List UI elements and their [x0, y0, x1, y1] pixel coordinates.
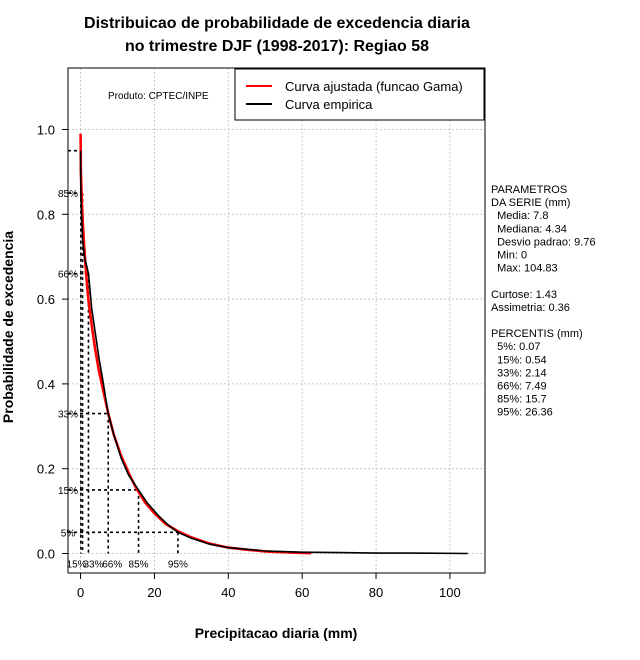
x-tick-label: 40: [221, 585, 235, 600]
x-percentile-label: 66%: [102, 559, 122, 570]
y-tick-label: 0.2: [37, 462, 55, 477]
legend-label-empirical: Curva empirica: [285, 97, 373, 112]
x-tick-label: 60: [295, 585, 309, 600]
side-panel-line: 66%: 7.49: [491, 381, 547, 393]
x-percentile-label: 33%: [83, 559, 103, 570]
gridlines: [68, 68, 485, 573]
empirical-curve: [79, 150, 468, 555]
x-percentile-label: 95%: [168, 559, 188, 570]
y-tick-label: 0.0: [37, 546, 55, 561]
legend-label-fitted: Curva ajustada (funcao Gama): [285, 79, 463, 94]
axis-ticks: 0 20 40 60 80 100 0.0 0.2 0.4 0.6 0.8 1.0: [37, 122, 461, 600]
legend: Curva ajustada (funcao Gama) Curva empir…: [234, 68, 485, 121]
product-note: Produto: CPTEC/INPE: [108, 91, 209, 102]
fitted-gamma-curve: [79, 133, 312, 555]
chart-title-line-1: Distribuicao de probabilidade de exceden…: [84, 15, 470, 32]
series-lines: [79, 133, 468, 555]
side-panel-line: PERCENTIS (mm): [491, 328, 583, 340]
percentile-marker-lines: [68, 149, 179, 554]
side-panel-line: Desvio padrao: 9.76: [491, 236, 596, 248]
side-panel-line: Media: 7.8: [491, 210, 548, 222]
legend-box: [234, 68, 485, 121]
chart-title: Distribuicao de probabilidade de exceden…: [84, 15, 470, 55]
x-percentile-label: 15%: [67, 559, 87, 570]
x-tick-label: 0: [77, 585, 84, 600]
side-panel-line: Min: 0: [491, 250, 527, 262]
side-panel-line: Curtose: 1.43: [491, 289, 557, 301]
percentile-marker-labels: 85%66%33%15%5%15%33%66% 85% 95%: [58, 189, 188, 570]
side-panel-line: 85%: 15.7: [491, 394, 547, 406]
y-tick-label: 0.8: [37, 207, 55, 222]
side-panel-line: Mediana: 4.34: [491, 223, 567, 235]
x-tick-label: 100: [439, 585, 461, 600]
x-tick-label: 20: [147, 585, 161, 600]
side-panel-line: PARAMETROS: [491, 184, 567, 196]
x-tick-label: 80: [369, 585, 383, 600]
x-axis-title: Precipitacao diaria (mm): [195, 625, 358, 641]
y-tick-label: 1.0: [37, 122, 55, 137]
side-panel-line: 95%: 26.36: [491, 407, 553, 419]
side-panel-line: 15%: 0.54: [491, 354, 547, 366]
plot-frame: [67, 67, 486, 574]
side-panel-line: Max: 104.83: [491, 263, 558, 275]
side-panel-line: DA SERIE (mm): [491, 197, 570, 209]
y-tick-label: 0.4: [37, 377, 55, 392]
side-panel-line: 5%: 0.07: [491, 341, 541, 353]
side-panel-line: 33%: 2.14: [491, 367, 547, 379]
x-percentile-label: 85%: [129, 559, 149, 570]
side-panel-line: Assimetria: 0.36: [491, 302, 570, 314]
chart-title-line-2: no trimestre DJF (1998-2017): Regiao 58: [125, 38, 429, 55]
y-tick-label: 0.6: [37, 292, 55, 307]
y-axis-title: Probabilidade de excedencia: [0, 231, 16, 423]
